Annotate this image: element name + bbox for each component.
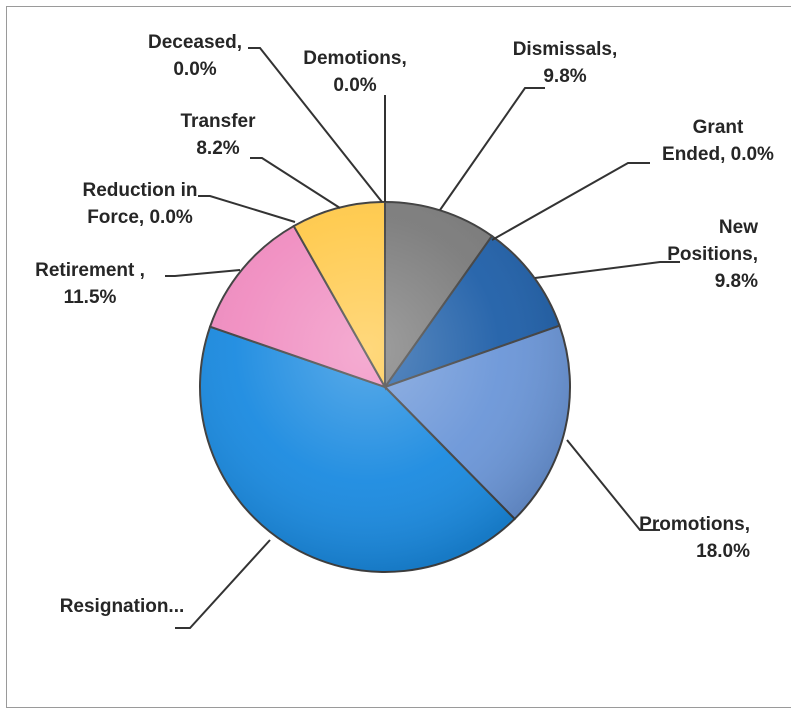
data-label-retirement: Retirement , 11.5% [35,260,145,308]
leader-line-dismissals [439,87,545,211]
leader-line-deceased [248,47,383,203]
data-label-promotions: Promotions, 18.0% [639,514,750,562]
data-label-grant: Grant Ended, 0.0% [662,117,774,165]
leader-line-retirement [165,269,241,277]
leader-line-resignation [175,539,271,629]
chart-frame [6,6,791,708]
leader-line-newpos [534,261,680,279]
leader-lines [165,47,680,629]
data-label-transfer: Transfer 8.2% [181,111,257,159]
data-label-deceased: Deceased, 0.0% [148,32,242,80]
leader-line-transfer [250,157,341,209]
data-labels: Dismissals, 9.8% Grant Ended, 0.0% New Positi… [35,32,774,617]
pie-slices [199,200,571,573]
data-label-newpos: New Positions, 9.8% [667,217,758,292]
leader-line-grant [491,162,650,241]
data-label-dismissals: Dismissals, 9.8% [513,39,618,87]
leader-line-promotions [566,439,660,531]
data-label-rif: Reduction in Force, 0.0% [82,180,197,228]
data-label-demotions: Demotions, 0.0% [303,48,406,96]
data-label-resignation: Resignation... [60,596,185,617]
leader-line-rif [198,195,296,223]
